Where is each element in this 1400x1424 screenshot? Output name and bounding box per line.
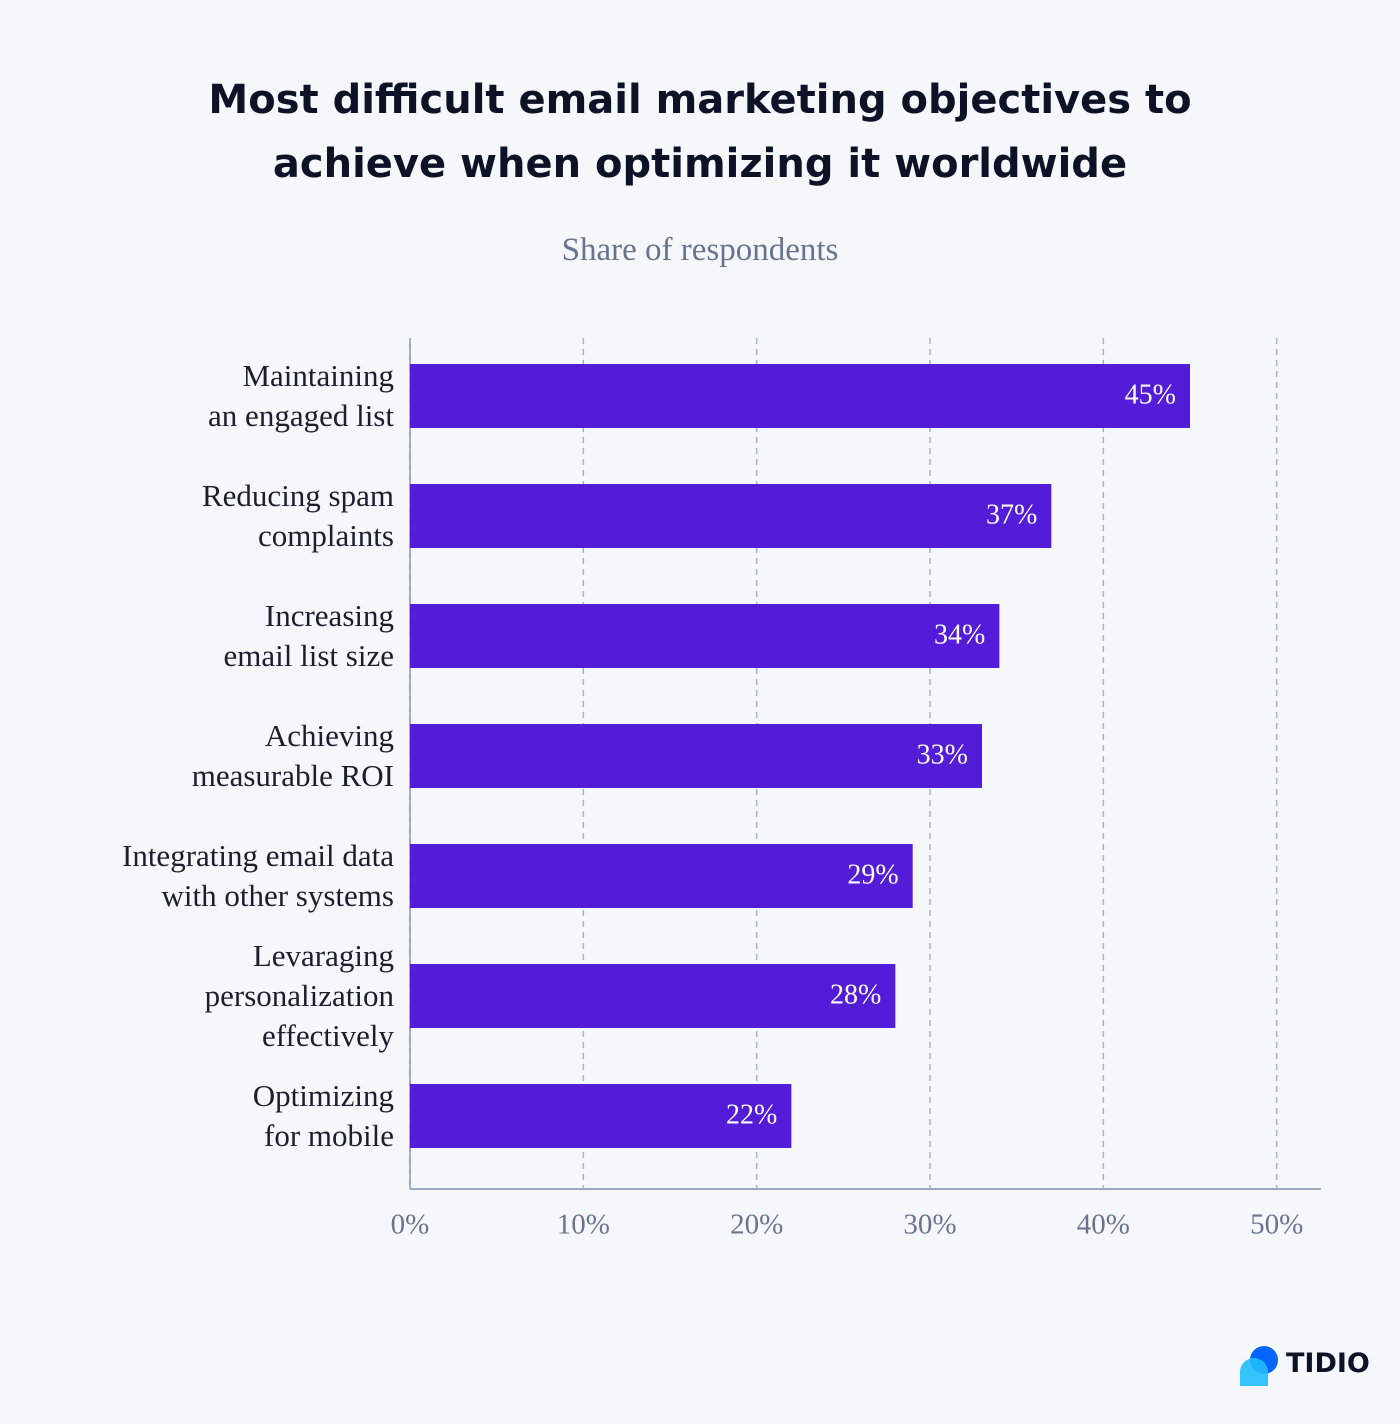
bar	[410, 364, 1190, 428]
chart-title: Most difficult email marketing objective…	[208, 77, 1192, 187]
x-tick-label: 20%	[730, 1209, 783, 1241]
x-tick-label: 10%	[557, 1209, 610, 1241]
y-tick-label: Levaraging personalization effectively	[204, 938, 394, 1053]
y-tick-label: Reducing spam complaints	[202, 478, 394, 553]
y-tick-label: Integrating email data with other system…	[122, 838, 394, 913]
x-tick-label: 50%	[1250, 1209, 1303, 1241]
y-tick-label: Optimizing for mobile	[252, 1078, 394, 1153]
value-label: 22%	[726, 1099, 777, 1130]
x-tick-label: 30%	[903, 1209, 956, 1241]
value-label: 33%	[917, 739, 968, 770]
bar	[410, 964, 896, 1028]
value-label: 34%	[934, 619, 985, 650]
value-label: 29%	[847, 859, 898, 890]
y-tick-label: Increasing email list size	[223, 598, 394, 673]
bar	[410, 484, 1052, 548]
y-tick-label: Achieving measurable ROI	[191, 718, 394, 793]
brand: TIDIO	[1286, 1348, 1370, 1379]
bar	[410, 844, 913, 908]
x-tick-label: 0%	[391, 1209, 430, 1241]
value-label: 28%	[830, 979, 881, 1010]
value-label: 45%	[1125, 379, 1176, 410]
chart-subtitle: Share of respondents	[561, 232, 839, 268]
logo	[1240, 1346, 1278, 1386]
bar	[410, 604, 1000, 668]
bar	[410, 1084, 792, 1148]
value-label: 37%	[986, 499, 1037, 530]
x-tick-label: 40%	[1077, 1209, 1130, 1241]
y-tick-label: Maintaining an engaged list	[208, 358, 394, 433]
bar	[410, 724, 982, 788]
